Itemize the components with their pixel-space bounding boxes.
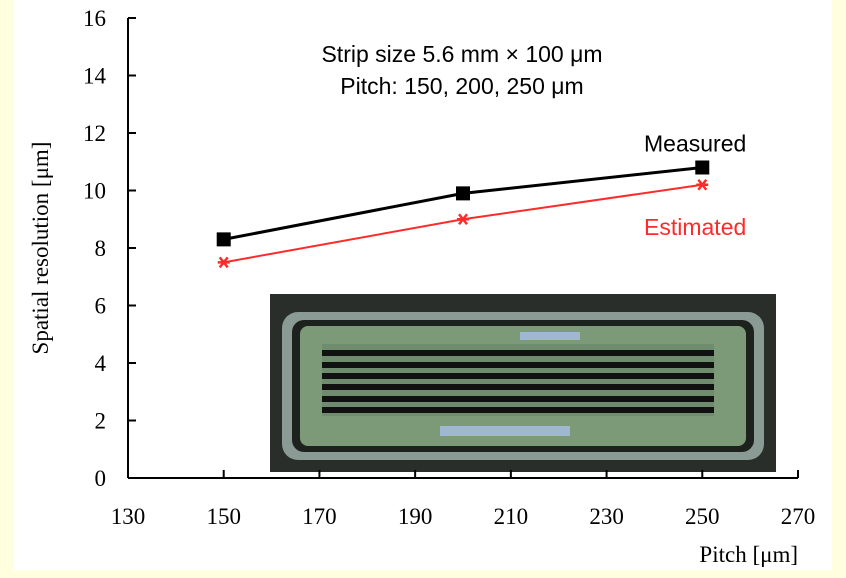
- y-tick-label: 0: [95, 466, 107, 491]
- y-tick-label: 10: [83, 179, 106, 204]
- x-tick-label: 150: [206, 504, 241, 529]
- y-tick-label: 8: [95, 236, 107, 261]
- x-tick-label: 210: [494, 504, 529, 529]
- y-tick-label: 16: [83, 6, 106, 31]
- data-point: [695, 160, 710, 175]
- x-tick-label: 170: [302, 504, 337, 529]
- annotation: Pitch: 150, 200, 250 μm: [340, 73, 583, 99]
- sensor-photo: [270, 294, 776, 472]
- x-axis-label: Pitch [μm]: [699, 542, 798, 567]
- y-tick-label: 6: [95, 294, 107, 319]
- y-tick-label: 4: [95, 351, 107, 376]
- y-tick-label: 12: [83, 121, 106, 146]
- x-tick-label: 190: [398, 504, 433, 529]
- legend-label: Estimated: [644, 214, 746, 240]
- annotation: Strip size 5.6 mm × 100 μm: [321, 41, 602, 67]
- x-tick-label: 270: [781, 504, 816, 529]
- x-tick-label: 250: [685, 504, 720, 529]
- x-tick-label: 230: [589, 504, 624, 529]
- x-tick-label: 130: [111, 504, 146, 529]
- data-point: [456, 186, 470, 201]
- data-point: [216, 232, 231, 247]
- legend-label: Measured: [644, 131, 746, 157]
- data-point: [696, 178, 709, 191]
- data-point: [457, 213, 469, 226]
- y-tick-label: 14: [83, 64, 107, 89]
- y-tick-label: 2: [95, 409, 107, 434]
- data-point: [217, 256, 230, 269]
- plot-background: [14, 0, 832, 570]
- y-axis-label: Spatial resolution [μm]: [28, 142, 53, 355]
